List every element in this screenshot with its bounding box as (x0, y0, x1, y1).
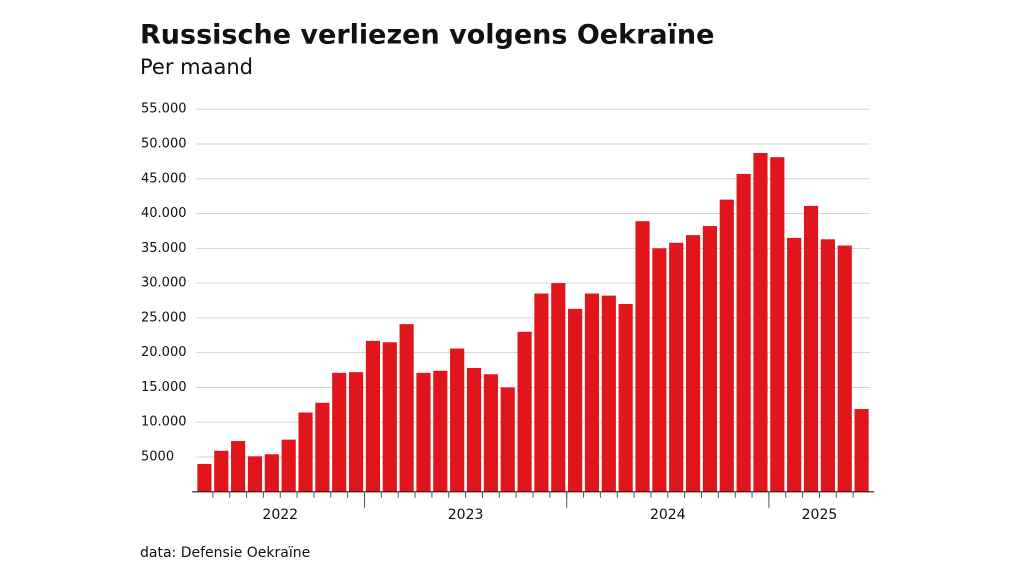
bar (348, 372, 364, 492)
bar (466, 367, 482, 492)
bar (719, 199, 734, 492)
bar (820, 239, 835, 492)
bar (837, 245, 852, 492)
y-tick-label: 25.000 (141, 310, 187, 325)
y-tick-label: 55.000 (141, 102, 187, 117)
bar (702, 226, 718, 492)
bar (264, 454, 279, 492)
y-tick-label: 45.000 (141, 171, 187, 186)
source: data: Defensie Oekraïne (140, 545, 310, 561)
bar (601, 295, 616, 492)
bar (315, 402, 330, 492)
x-group-label: 2022 (262, 507, 298, 523)
bar (483, 374, 498, 492)
y-tick-label: 10.000 (141, 415, 187, 430)
y-tick-label: 5000 (141, 450, 174, 465)
bar (551, 283, 566, 492)
bar (787, 237, 802, 492)
chart-subtitle: Per maand (140, 55, 253, 79)
bar (803, 205, 819, 492)
bar (635, 221, 650, 492)
bar (568, 308, 583, 492)
x-group-label: 2025 (802, 507, 838, 523)
y-tick-label: 15.000 (141, 380, 187, 395)
bar (736, 173, 751, 492)
bar (685, 235, 701, 492)
bar (332, 372, 347, 492)
bar (753, 153, 768, 492)
bar (382, 342, 397, 492)
bar (770, 157, 785, 492)
bar (854, 409, 869, 492)
bar (298, 412, 313, 492)
y-tick-label: 20.000 (141, 345, 187, 360)
bar (214, 450, 229, 492)
x-group-label: 2023 (448, 507, 484, 523)
bar (399, 324, 414, 492)
y-tick-label: 50.000 (141, 136, 187, 151)
bar (450, 348, 465, 492)
bar (197, 463, 212, 492)
bar (231, 441, 246, 492)
y-tick-label: 35.000 (141, 241, 187, 256)
bar (652, 248, 667, 492)
bar (433, 370, 448, 492)
bar (281, 439, 296, 492)
x-group-label: 2024 (650, 507, 686, 523)
bar (365, 340, 381, 492)
bar (584, 293, 600, 492)
y-tick-label: 30.000 (141, 276, 187, 291)
bar (247, 456, 263, 492)
bar (534, 293, 549, 492)
bar (618, 303, 633, 492)
y-tick-label: 40.000 (141, 206, 187, 221)
bar (669, 242, 684, 492)
bar (517, 331, 532, 492)
bar (416, 372, 431, 492)
bar (500, 387, 515, 492)
chart-title: Russische verliezen volgens Oekraïne (140, 20, 714, 51)
